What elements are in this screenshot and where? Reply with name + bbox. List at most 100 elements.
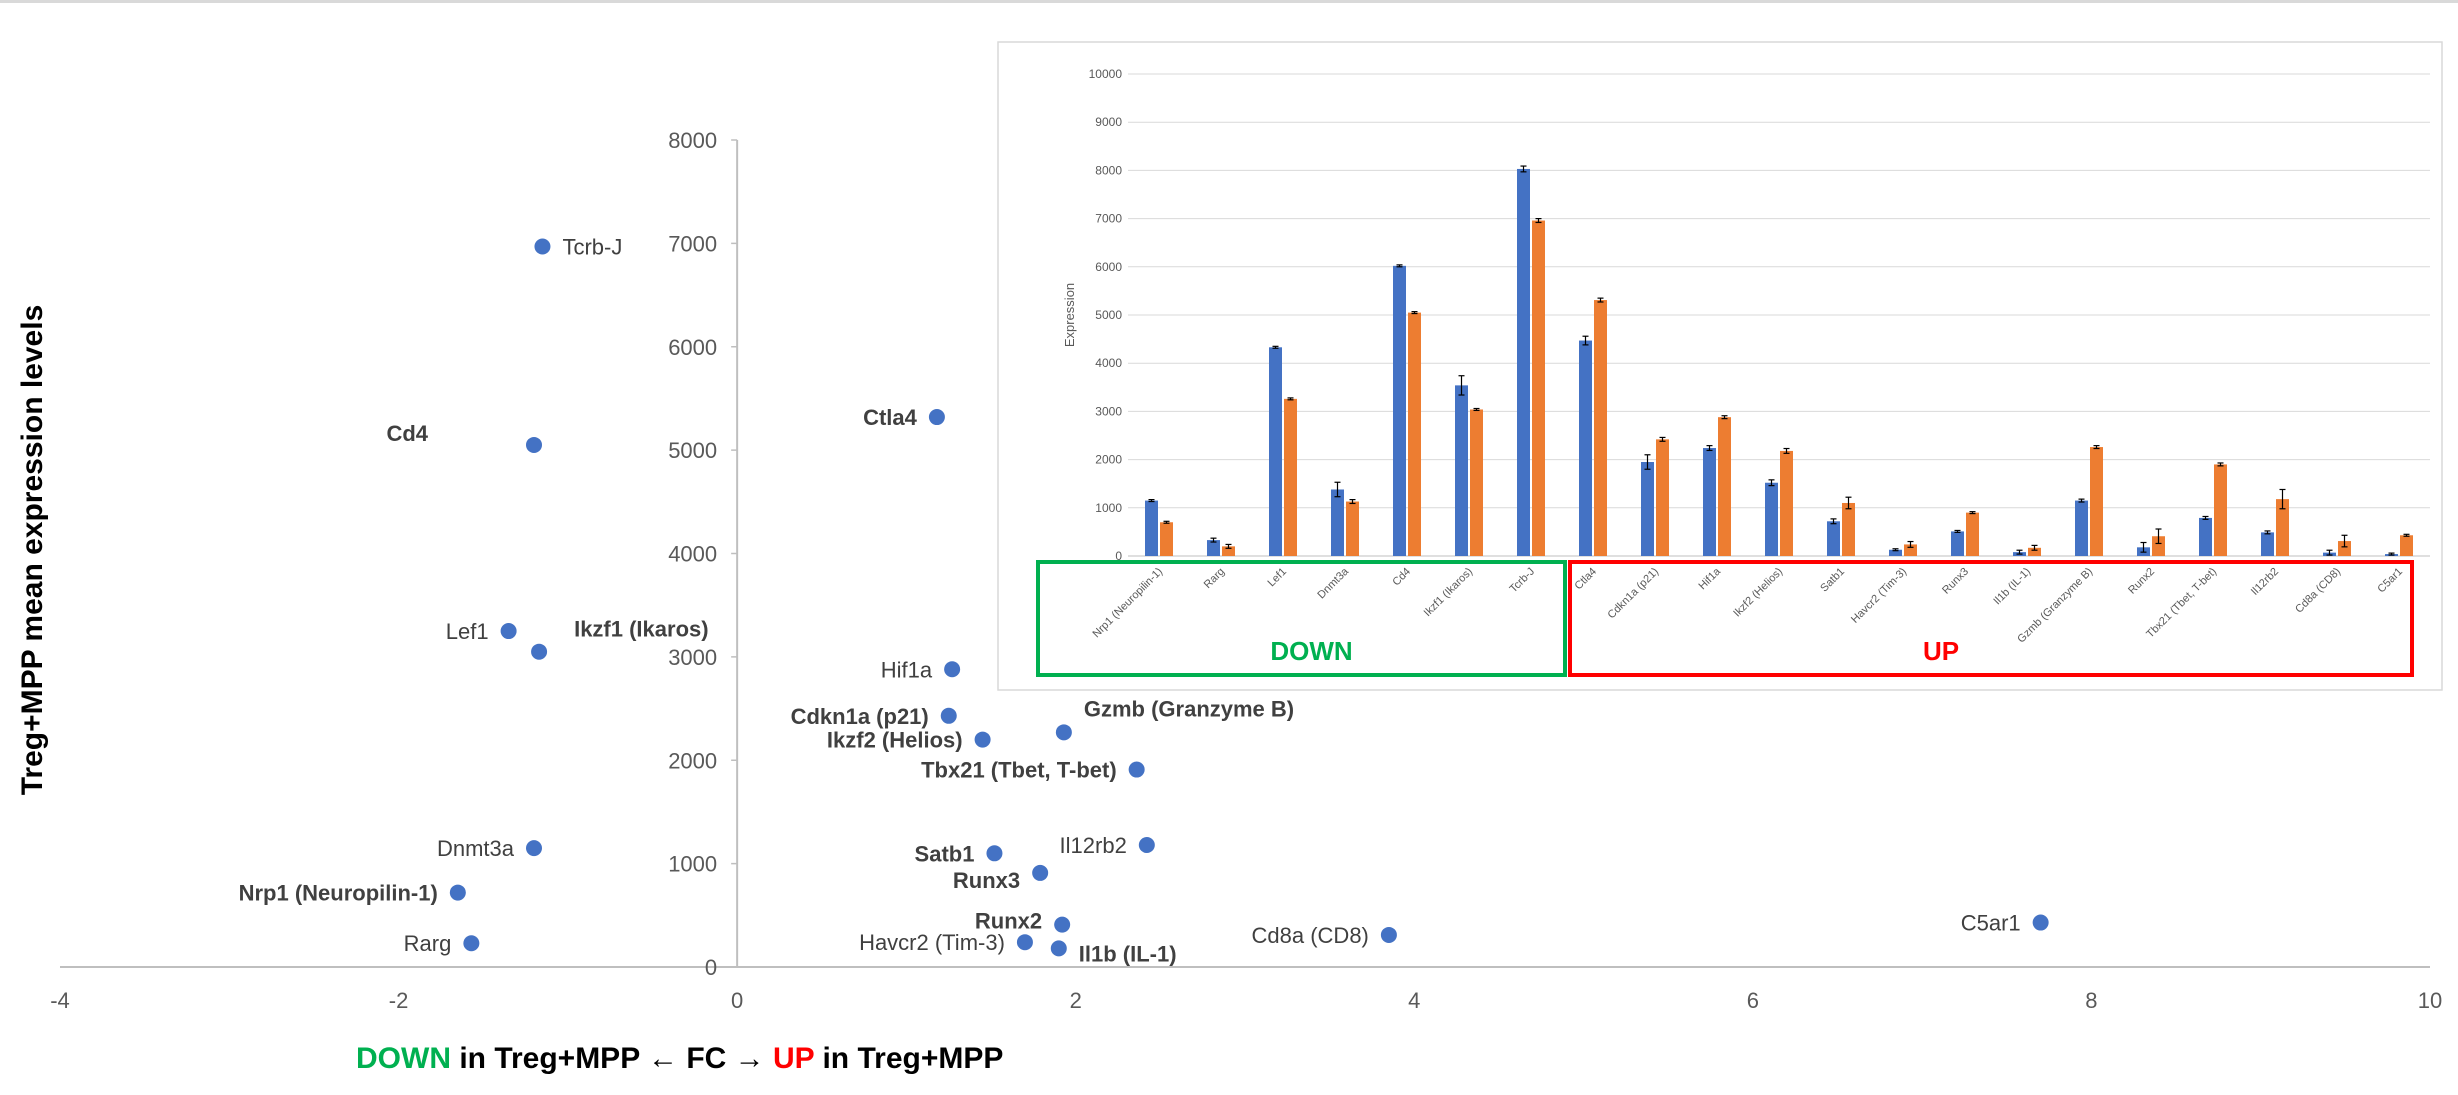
scatter-point-label: Nrp1 (Neuropilin-1)	[239, 881, 438, 906]
scatter-x-tick-label: 6	[1747, 988, 1759, 1013]
bar	[1951, 531, 1964, 556]
x-axis-title: DOWN in Treg+MPP ← FC → UP in Treg+MPP	[356, 1042, 1003, 1075]
bar	[2075, 500, 2088, 556]
bar	[1455, 385, 1468, 556]
x-title-middle: in Treg+MPP ← FC →	[451, 1042, 773, 1075]
scatter-x-tick-label: -4	[50, 988, 70, 1013]
scatter-point	[500, 623, 517, 640]
scatter-y-tick-label: 3000	[668, 645, 717, 670]
top-rule	[0, 0, 2458, 3]
scatter-point	[1032, 864, 1049, 881]
bar	[2276, 499, 2289, 556]
scatter-y-tick-label: 0	[705, 955, 717, 980]
bar	[1346, 501, 1359, 556]
scatter-point-label: Ctla4	[863, 405, 918, 430]
scatter-point-label: Havcr2 (Tim-3)	[859, 930, 1005, 955]
scatter-point-label: Cd8a (CD8)	[1252, 923, 1369, 948]
scatter-x-tick-label: 8	[2085, 988, 2097, 1013]
bar	[2214, 464, 2227, 556]
bar	[1594, 300, 1607, 556]
bar-y-tick-label: 7000	[1095, 212, 1122, 226]
bar-y-tick-label: 0	[1115, 549, 1122, 563]
bars	[1145, 165, 2413, 557]
scatter-y-ticks: 0 1000 2000 3000 4000 5000 6000 7000 8000	[668, 128, 738, 980]
bar	[1470, 409, 1483, 556]
scatter-point	[534, 238, 551, 255]
bar-y-axis-label: Expression	[1062, 283, 1077, 347]
group-label-up: UP	[1923, 636, 1959, 666]
bar	[1889, 549, 1902, 556]
scatter-x-tick-label: 10	[2418, 988, 2442, 1013]
bar-y-tick-label: 6000	[1095, 260, 1122, 274]
scatter-point	[944, 661, 961, 678]
scatter-point-label: Runx2	[975, 909, 1042, 934]
bar	[2261, 532, 2274, 556]
bar	[1207, 540, 1220, 556]
scatter-points: Tcrb-J Cd4 Lef1 Ikzf1 (Ikaros) Dnmt3a Nrp1 (N…	[239, 234, 2049, 966]
scatter-point	[1055, 724, 1072, 741]
bar	[1145, 500, 1158, 556]
scatter-point-label: Rarg	[404, 931, 452, 956]
bar-y-tick-label: 5000	[1095, 308, 1122, 322]
scatter-y-tick-label: 6000	[668, 335, 717, 360]
bar-y-tick-label: 4000	[1095, 356, 1122, 370]
group-label-down: DOWN	[1270, 636, 1352, 666]
bar-y-tick-label: 9000	[1095, 115, 1122, 129]
scatter-y-tick-label: 5000	[668, 438, 717, 463]
scatter-point-label: Il12rb2	[1060, 833, 1127, 858]
scatter-point-label: Tcrb-J	[562, 234, 622, 259]
bar	[1284, 398, 1297, 556]
bar-y-tick-label: 8000	[1095, 163, 1122, 177]
bar	[2199, 517, 2212, 556]
scatter-point	[974, 731, 991, 748]
scatter-point-label: Runx3	[953, 868, 1020, 893]
scatter-point	[1050, 940, 1067, 957]
group-box-up	[1568, 560, 2414, 677]
bar	[1780, 450, 1793, 556]
bar-y-ticks: 0 1000 2000 3000 4000 5000 6000 7000 8000 9000 100…	[1089, 67, 1123, 563]
scatter-x-tick-label: 2	[1070, 988, 1082, 1013]
x-title-up: UP	[773, 1042, 814, 1075]
bar	[1160, 522, 1173, 556]
bar	[1408, 312, 1421, 556]
scatter-point	[940, 707, 957, 724]
bar	[1393, 265, 1406, 556]
scatter-y-tick-label: 4000	[668, 542, 717, 567]
scatter-point-label: C5ar1	[1961, 911, 2021, 936]
scatter-point	[1054, 916, 1071, 933]
scatter-point-label: Cd4	[386, 421, 428, 446]
scatter-point	[449, 884, 466, 901]
bar	[1517, 168, 1530, 557]
scatter-x-tick-label: 4	[1408, 988, 1420, 1013]
scatter-point-label: Cdkn1a (p21)	[791, 704, 929, 729]
scatter-point	[986, 845, 1003, 862]
scatter-point	[928, 409, 945, 426]
bar	[2090, 447, 2103, 556]
bar	[1765, 482, 1778, 556]
bar-gridlines	[1128, 73, 2430, 557]
bar	[1827, 521, 1840, 556]
bar	[2400, 535, 2413, 556]
scatter-point-label: Tbx21 (Tbet, T-bet)	[921, 758, 1117, 783]
scatter-y-tick-label: 2000	[668, 748, 717, 773]
scatter-point-label: Ikzf2 (Helios)	[827, 728, 963, 753]
scatter-point	[2032, 914, 2049, 931]
scatter-y-tick-label: 7000	[668, 231, 717, 256]
bar-y-tick-label: 2000	[1095, 453, 1122, 467]
bar	[2338, 541, 2351, 556]
scatter-point-label: Dnmt3a	[437, 836, 515, 861]
bar	[1641, 462, 1654, 556]
inset-bar-chart: 0 1000 2000 3000 4000 5000 6000 7000 8000 9000 100…	[997, 41, 2443, 691]
scatter-x-tick-label: 0	[731, 988, 743, 1013]
scatter-x-tick-label: -2	[389, 988, 409, 1013]
bar	[1966, 512, 1979, 556]
scatter-point-label: Gzmb (Granzyme B)	[1084, 696, 1294, 721]
scatter-point	[1016, 934, 1033, 951]
scatter-point-label: Ikzf1 (Ikaros)	[574, 617, 709, 642]
bar	[1703, 448, 1716, 556]
scatter-point	[1380, 926, 1397, 943]
scatter-point-label: Hif1a	[881, 657, 933, 682]
scatter-point	[1138, 837, 1155, 854]
inset-frame	[997, 41, 2443, 691]
